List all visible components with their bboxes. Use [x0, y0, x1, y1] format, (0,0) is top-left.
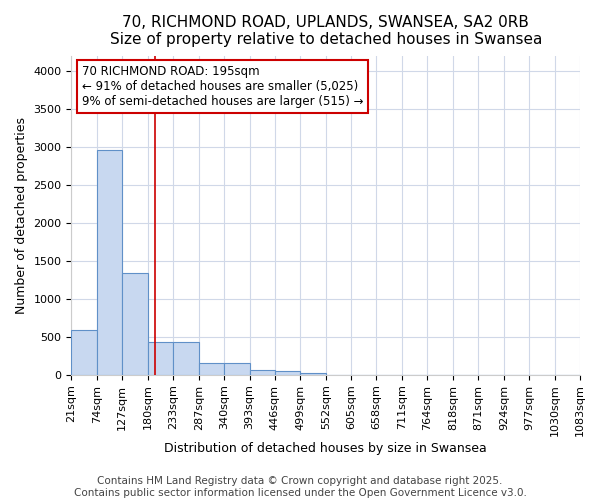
Bar — [122, 273, 148, 375]
Bar — [224, 362, 250, 375]
Text: Contains HM Land Registry data © Crown copyright and database right 2025.
Contai: Contains HM Land Registry data © Crown c… — [74, 476, 526, 498]
Bar — [71, 330, 97, 375]
Bar — [275, 370, 301, 375]
Bar — [148, 342, 173, 375]
Bar — [199, 362, 224, 375]
Bar — [301, 372, 326, 375]
Bar — [250, 370, 275, 375]
X-axis label: Distribution of detached houses by size in Swansea: Distribution of detached houses by size … — [164, 442, 487, 455]
Text: 70 RICHMOND ROAD: 195sqm
← 91% of detached houses are smaller (5,025)
9% of semi: 70 RICHMOND ROAD: 195sqm ← 91% of detach… — [82, 65, 363, 108]
Bar — [97, 150, 122, 375]
Y-axis label: Number of detached properties: Number of detached properties — [15, 116, 28, 314]
Bar — [173, 342, 199, 375]
Title: 70, RICHMOND ROAD, UPLANDS, SWANSEA, SA2 0RB
Size of property relative to detach: 70, RICHMOND ROAD, UPLANDS, SWANSEA, SA2… — [110, 15, 542, 48]
